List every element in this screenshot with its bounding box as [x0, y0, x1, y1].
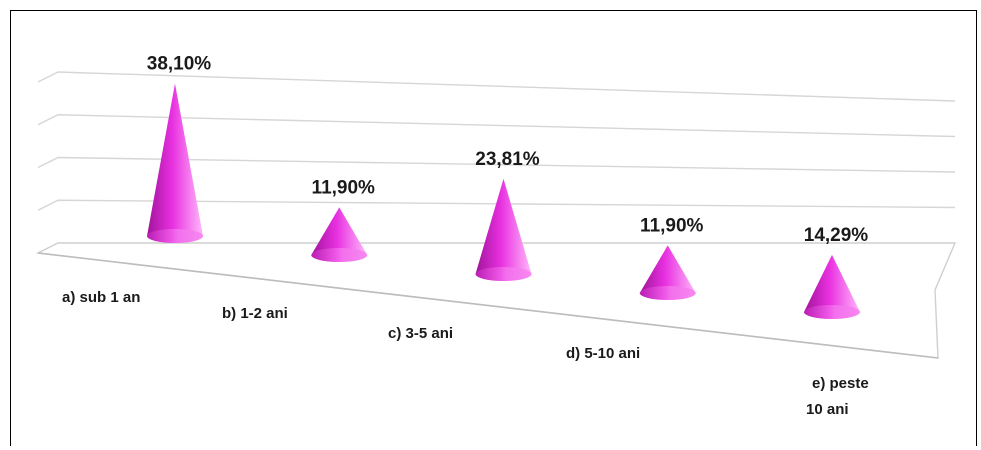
category-label: b) 1-2 ani [222, 305, 288, 322]
floor-outline [35, 242, 957, 359]
chart-floor [35, 242, 957, 359]
data-label: 14,29% [804, 225, 869, 246]
grid-line [37, 114, 956, 138]
cones [147, 83, 860, 319]
chart-frame [10, 10, 977, 446]
grid-line [37, 71, 956, 102]
cone-bar [639, 245, 696, 300]
floor-front-edge [37, 252, 939, 359]
category-label: a) sub 1 an [62, 289, 140, 306]
data-label: 23,81% [475, 149, 540, 170]
data-label: 11,90% [312, 177, 375, 198]
category-label: e) peste 10 ani [806, 375, 869, 418]
category-label: c) 3-5 ani [388, 325, 453, 342]
cone-bar [311, 207, 368, 262]
cone-bar [804, 254, 860, 319]
data-label: 11,90% [640, 215, 703, 236]
grid-line [37, 199, 956, 211]
grid-line [37, 156, 956, 173]
data-label: 38,10% [147, 54, 212, 75]
cone-bar [475, 178, 532, 282]
cone-bar [147, 83, 203, 243]
grid-lines [37, 71, 956, 211]
category-label: d) 5-10 ani [566, 345, 640, 362]
labels: 38,10% 11,90% 23,81% 11,90% 14,29% a) sub 1 a… [62, 54, 869, 418]
